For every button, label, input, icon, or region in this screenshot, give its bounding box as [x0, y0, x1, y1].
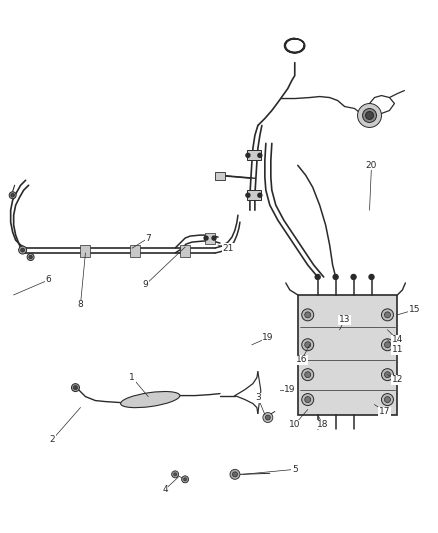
Text: 21: 21 — [222, 244, 233, 253]
Text: 10: 10 — [289, 420, 300, 429]
Text: 12: 12 — [392, 375, 403, 384]
Circle shape — [71, 384, 79, 392]
Circle shape — [381, 339, 393, 351]
Text: 17: 17 — [379, 407, 390, 416]
Circle shape — [19, 246, 27, 254]
Circle shape — [305, 342, 311, 348]
Circle shape — [385, 372, 390, 378]
Circle shape — [302, 309, 314, 321]
Bar — [130, 245, 140, 257]
Bar — [215, 172, 225, 180]
Circle shape — [385, 342, 390, 348]
Text: 14: 14 — [392, 335, 403, 344]
Circle shape — [305, 312, 311, 318]
Ellipse shape — [120, 392, 180, 408]
Circle shape — [305, 372, 311, 378]
Circle shape — [21, 248, 25, 252]
Text: 19: 19 — [262, 333, 274, 342]
Text: 18: 18 — [317, 420, 328, 429]
Circle shape — [357, 103, 381, 127]
Circle shape — [258, 154, 262, 157]
Circle shape — [351, 274, 356, 279]
Circle shape — [230, 470, 240, 479]
Text: 13: 13 — [339, 316, 350, 324]
Circle shape — [302, 369, 314, 381]
Text: 19: 19 — [284, 385, 296, 394]
Text: 5: 5 — [292, 465, 298, 474]
Text: 3: 3 — [255, 393, 261, 402]
Circle shape — [74, 385, 78, 390]
Circle shape — [363, 109, 377, 123]
Circle shape — [11, 193, 14, 197]
Circle shape — [333, 274, 338, 279]
Text: 8: 8 — [78, 301, 83, 309]
Circle shape — [369, 274, 374, 279]
Circle shape — [233, 472, 237, 477]
Text: 2: 2 — [50, 435, 55, 444]
Circle shape — [173, 473, 177, 476]
Bar — [298, 295, 397, 415]
Circle shape — [212, 236, 216, 240]
Circle shape — [385, 312, 390, 318]
Text: 4: 4 — [162, 485, 168, 494]
Circle shape — [305, 397, 311, 402]
Circle shape — [302, 339, 314, 351]
Text: 20: 20 — [366, 161, 377, 170]
Circle shape — [366, 111, 374, 119]
Text: 7: 7 — [145, 233, 151, 243]
Circle shape — [263, 413, 273, 423]
Circle shape — [302, 393, 314, 406]
Circle shape — [265, 415, 270, 420]
Circle shape — [9, 192, 16, 199]
Circle shape — [385, 397, 390, 402]
Circle shape — [381, 369, 393, 381]
Bar — [180, 245, 190, 257]
Bar — [247, 190, 261, 200]
Circle shape — [204, 236, 208, 240]
Circle shape — [27, 254, 34, 261]
Bar — [205, 233, 215, 244]
Text: 16: 16 — [296, 355, 307, 364]
Text: 6: 6 — [46, 276, 51, 285]
Circle shape — [258, 193, 262, 197]
Circle shape — [172, 471, 179, 478]
Text: 1: 1 — [129, 373, 135, 382]
Circle shape — [182, 476, 189, 483]
Text: 11: 11 — [392, 345, 403, 354]
Circle shape — [29, 255, 32, 259]
Bar — [247, 150, 261, 160]
Circle shape — [315, 274, 320, 279]
Text: 15: 15 — [409, 305, 420, 314]
Circle shape — [246, 154, 250, 157]
Bar — [81, 245, 90, 257]
Circle shape — [381, 309, 393, 321]
Text: 9: 9 — [142, 280, 148, 289]
Circle shape — [184, 478, 187, 481]
Circle shape — [381, 393, 393, 406]
Circle shape — [246, 193, 250, 197]
